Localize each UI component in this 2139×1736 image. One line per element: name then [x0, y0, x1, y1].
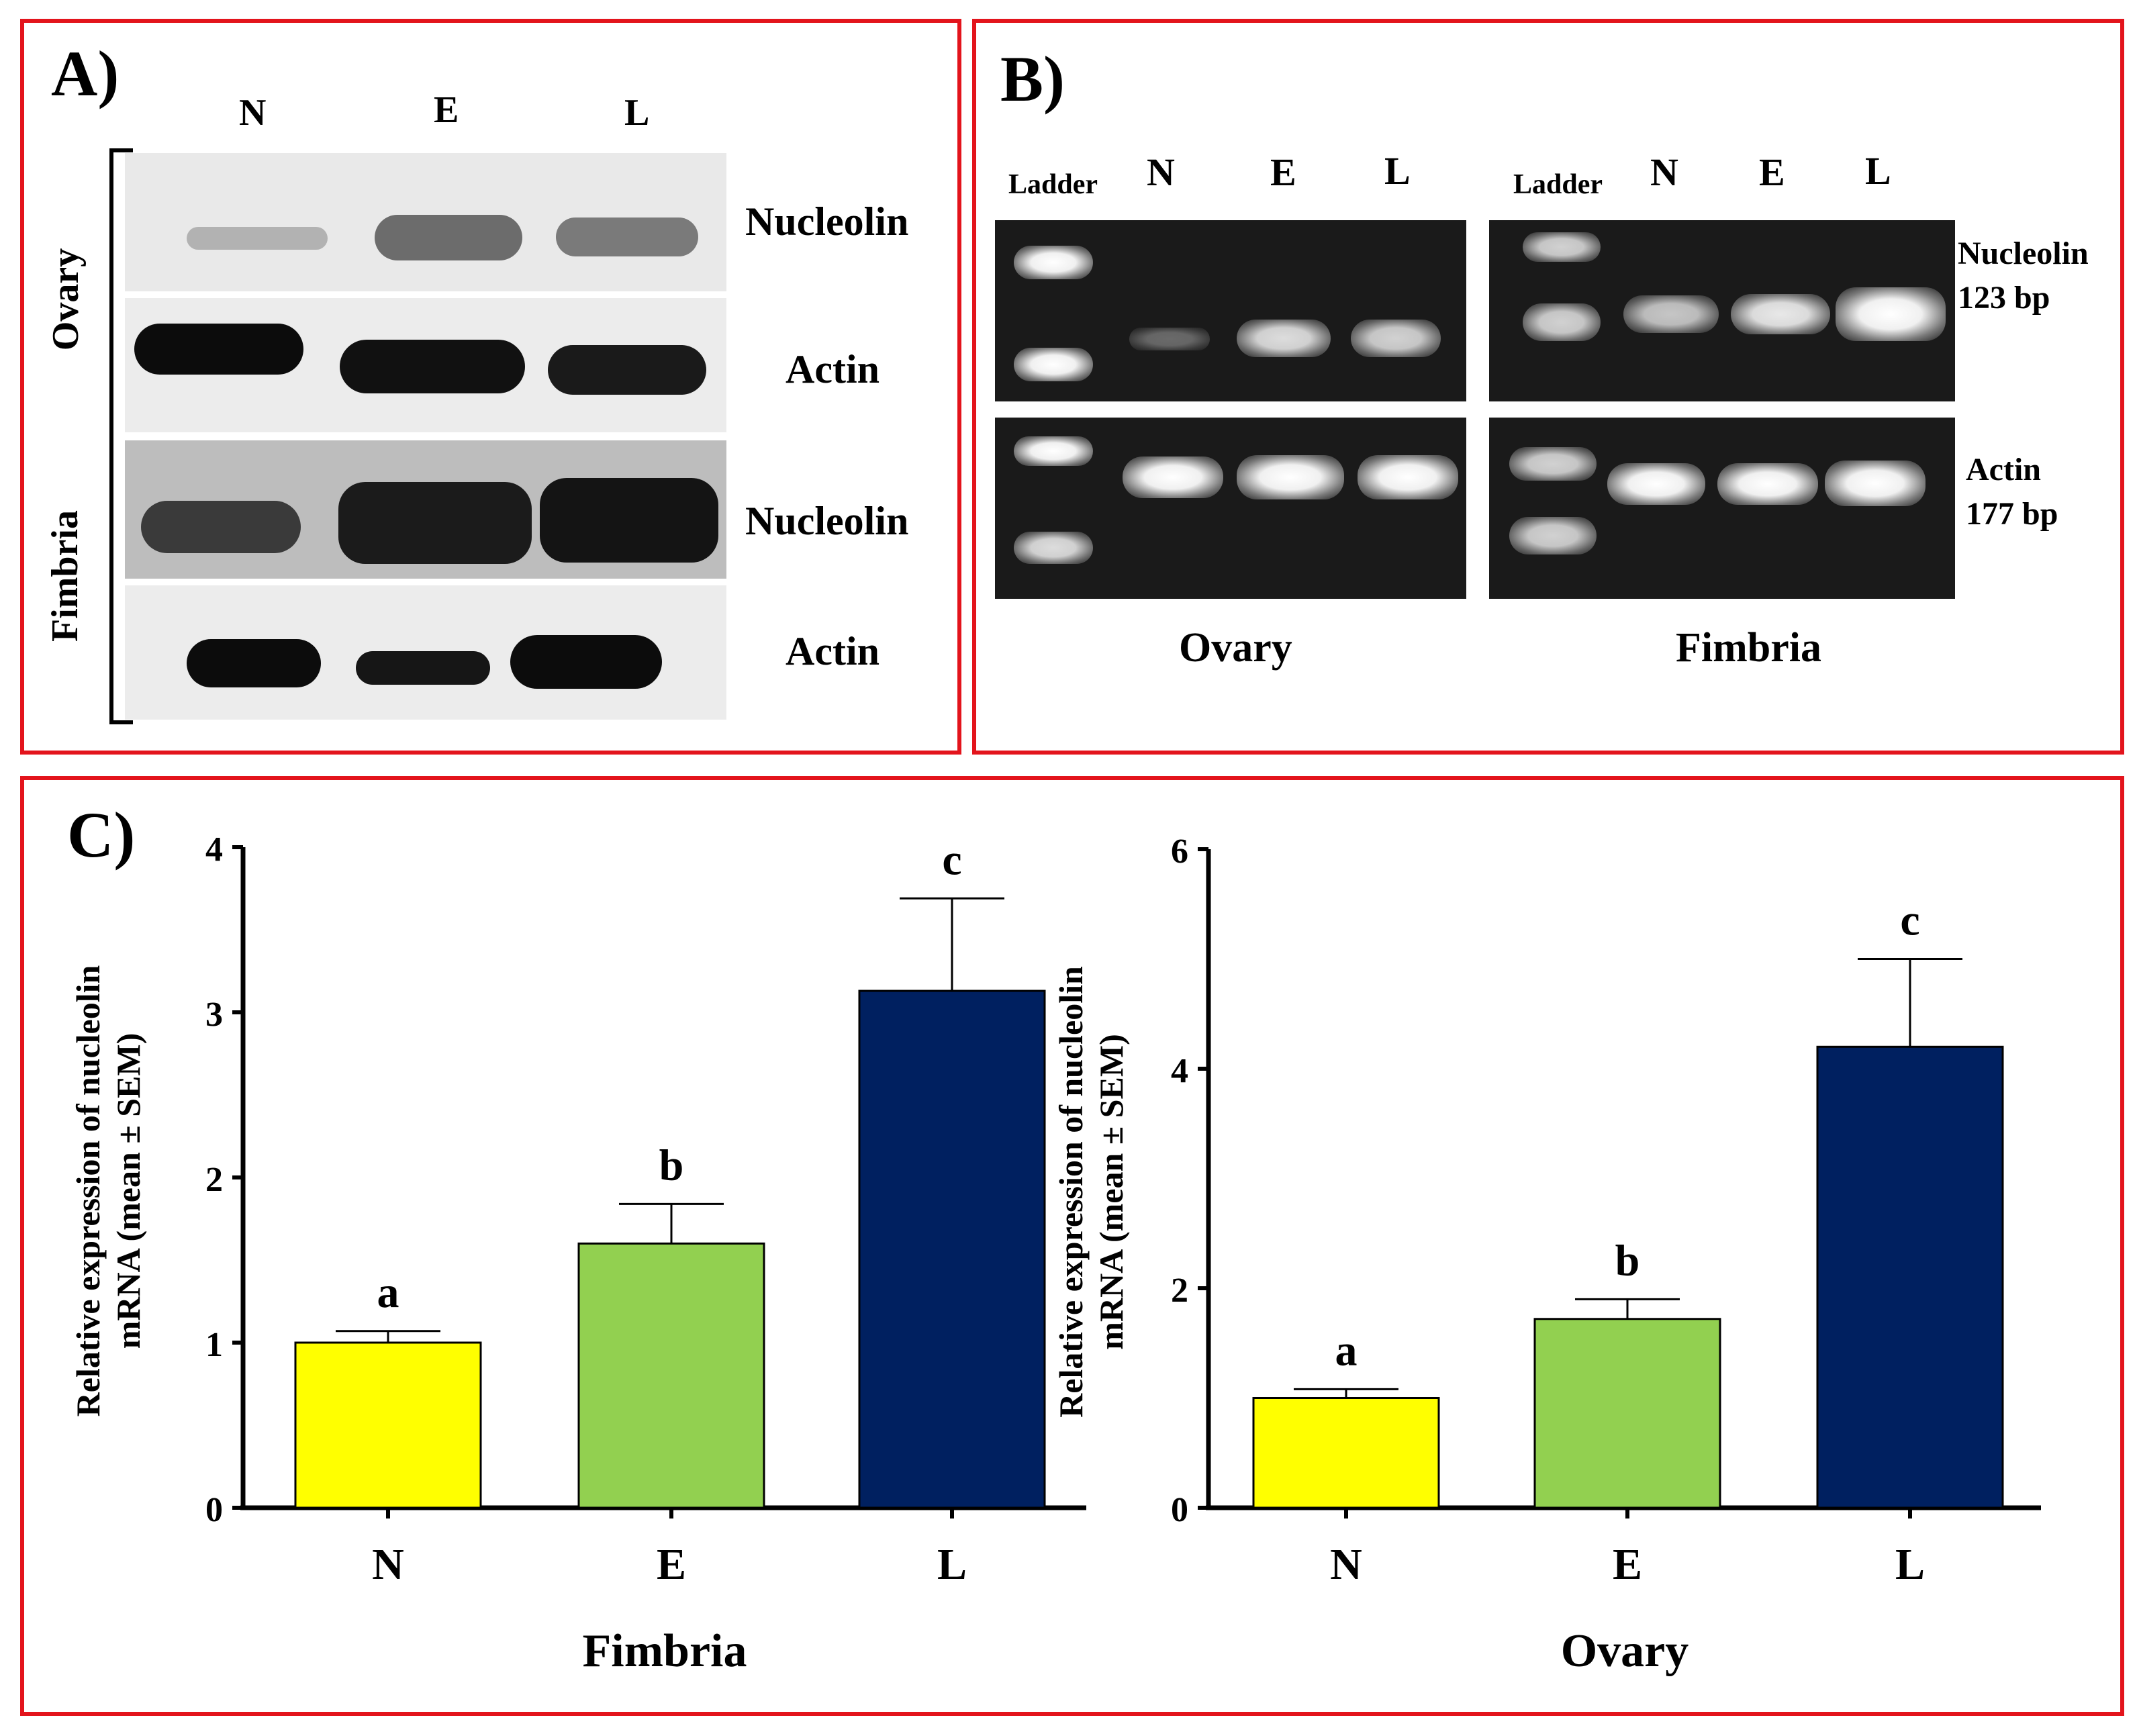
gel-ovary-nucleolin: [995, 220, 1466, 401]
gel-label-actin: Actin: [1966, 452, 2041, 487]
row-label-ovary-actin: Actin: [786, 347, 880, 391]
fimbria-lane-l: L: [1865, 149, 1891, 193]
x-tick-label: L: [937, 1540, 967, 1589]
bar-E: [1533, 1318, 1721, 1509]
panel-b: [972, 19, 2124, 755]
blot-ovary-actin: [125, 298, 726, 432]
y-tick-label: 4: [205, 830, 223, 869]
significance-label: a: [377, 1268, 399, 1317]
y-tick-label: 1: [205, 1326, 223, 1364]
row-label-fimbria-nucleolin: Nucleolin: [745, 499, 909, 543]
significance-label: c: [942, 835, 961, 884]
significance-label: b: [1615, 1236, 1640, 1285]
gel-caption-fimbria: Fimbria: [1676, 625, 1821, 671]
x-axis-title: Ovary: [1561, 1625, 1689, 1677]
y-axis-title-line2: mRNA (mean ± SEM): [1092, 1034, 1130, 1349]
gel-fimbria-actin: [1489, 418, 1955, 599]
x-axis-title: Fimbria: [583, 1625, 747, 1677]
blot-fimbria-actin: [125, 585, 726, 720]
row-label-fimbria-actin: Actin: [786, 629, 880, 673]
lane-label-n: N: [239, 92, 267, 134]
x-tick-label: N: [1330, 1540, 1362, 1589]
x-tick-label: N: [372, 1540, 404, 1589]
chart-1: 0 1 2 3 4 a Nb Ec L Fimbria Relative expression of…: [69, 830, 1086, 1677]
y-tick-label: 2: [205, 1161, 223, 1199]
bar-L: [1816, 1045, 2004, 1509]
y-tick-label: 3: [205, 996, 223, 1034]
significance-label: a: [1335, 1326, 1358, 1375]
bar-L: [858, 990, 1046, 1509]
chart-2: 0 2 4 6 a Nb Ec L Ovary Relative expression of nu…: [1052, 832, 2041, 1677]
significance-label: b: [659, 1141, 684, 1190]
y-tick-label: 4: [1171, 1052, 1188, 1090]
panel-a: [20, 19, 961, 755]
gel-fimbria-nucleolin: [1489, 220, 1955, 401]
gel-label-actin-bp: 177 bp: [1966, 496, 2058, 532]
bar-E: [577, 1242, 765, 1509]
bar-N: [294, 1341, 482, 1509]
group-brackets: [109, 148, 133, 724]
x-tick-label: E: [1613, 1540, 1642, 1589]
x-tick-label: L: [1895, 1540, 1925, 1589]
panel-c: [20, 776, 2124, 1716]
gel-ovary-actin: [995, 418, 1466, 599]
x-tick-label: E: [657, 1540, 686, 1589]
fimbria-ladder-label: Ladder: [1513, 169, 1603, 200]
ovary-lane-n: N: [1147, 150, 1175, 194]
panel-c-label: C): [67, 799, 136, 871]
fimbria-lane-e: E: [1759, 150, 1785, 194]
gel-label-nucleolin-bp: 123 bp: [1958, 280, 2050, 316]
y-tick-label: 2: [1171, 1271, 1188, 1310]
row-label-ovary-nucleolin: Nucleolin: [745, 199, 909, 244]
y-axis-title-line1: Relative expression of nucleolin: [1052, 966, 1090, 1418]
lane-label-l: L: [624, 92, 650, 134]
y-tick-label: 0: [205, 1491, 223, 1529]
lane-label-e: E: [434, 89, 459, 131]
ovary-lane-l: L: [1384, 149, 1411, 193]
fimbria-lane-n: N: [1650, 150, 1678, 194]
panel-a-label: A): [51, 38, 120, 109]
y-axis-title-line1: Relative expression of nucleolin: [69, 965, 107, 1416]
ovary-lane-e: E: [1270, 150, 1296, 194]
blot-fimbria-nucleolin: [125, 440, 726, 579]
ovary-ladder-label: Ladder: [1008, 169, 1098, 200]
blot-ovary-nucleolin: [125, 153, 726, 291]
bar-N: [1252, 1397, 1440, 1509]
y-tick-label: 0: [1171, 1491, 1188, 1529]
gel-caption-ovary: Ovary: [1179, 625, 1292, 671]
panel-b-label: B): [1000, 43, 1065, 115]
y-axis-title-line2: mRNA (mean ± SEM): [109, 1033, 147, 1349]
significance-label: c: [1900, 896, 1919, 945]
y-tick-label: 6: [1171, 832, 1188, 871]
gel-label-nucleolin: Nucleolin: [1958, 236, 2089, 271]
